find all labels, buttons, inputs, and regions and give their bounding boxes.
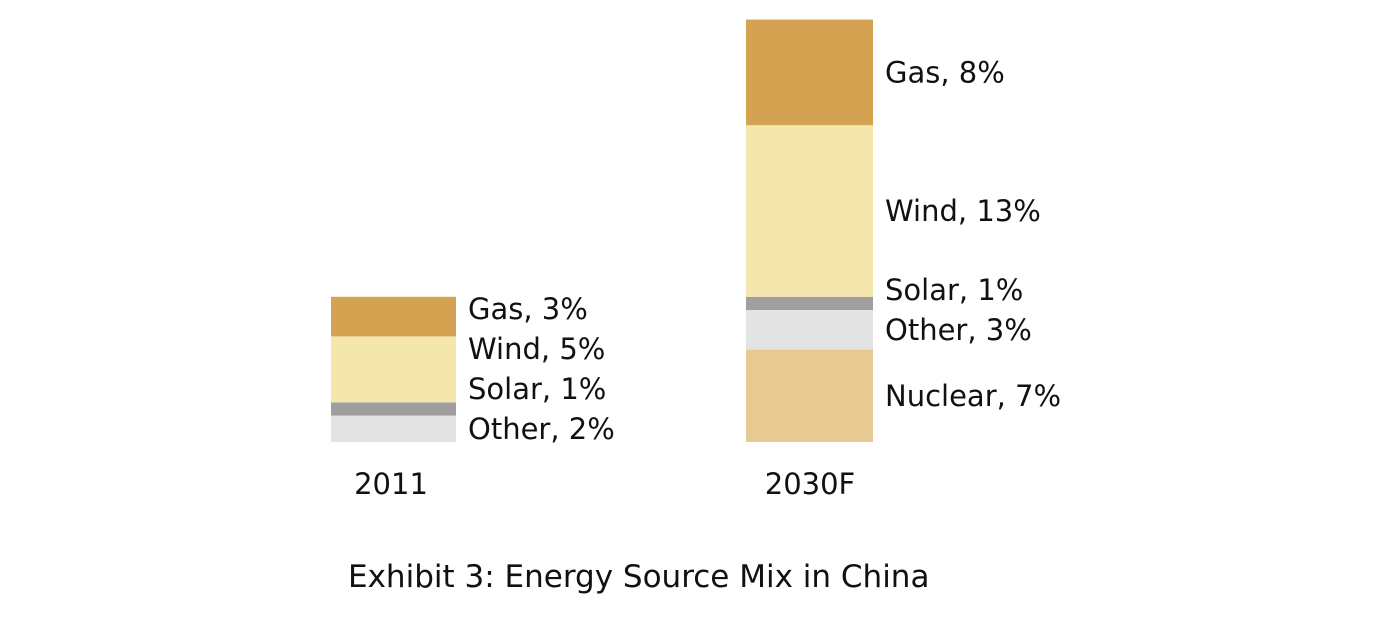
bar-segment-2011-wind: [331, 336, 456, 403]
bar-segment-2030f-solar: [746, 296, 873, 310]
bar-segment-2030f-other: [746, 310, 873, 350]
bar-segment-2030f-gas: [746, 19, 873, 126]
chart-title: Exhibit 3: Energy Source Mix in China: [348, 559, 929, 595]
data-label-2030f-other: Other, 3%: [885, 313, 1032, 347]
category-label-2030f: 2030F: [765, 467, 855, 501]
bar-segment-2011-solar: [331, 402, 456, 416]
data-label-2030f-wind: Wind, 13%: [885, 194, 1041, 228]
bar-segment-2030f-wind: [746, 125, 873, 297]
bar-segment-2011-other: [331, 415, 456, 442]
data-label-2011-other: Other, 2%: [468, 412, 615, 446]
data-label-2011-wind: Wind, 5%: [468, 332, 605, 366]
data-label-2011-solar: Solar, 1%: [468, 372, 606, 406]
category-label-2011: 2011: [354, 467, 428, 501]
bar-segment-2030f-nuclear: [746, 349, 873, 442]
data-label-2030f-gas: Gas, 8%: [885, 55, 1005, 89]
data-label-2011-gas: Gas, 3%: [468, 292, 588, 326]
data-label-2030f-solar: Solar, 1%: [885, 273, 1023, 307]
data-label-2030f-nuclear: Nuclear, 7%: [885, 379, 1061, 413]
bar-segment-2011-gas: [331, 296, 456, 337]
